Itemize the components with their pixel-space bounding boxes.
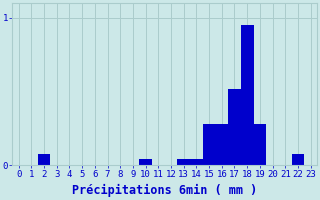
Bar: [253, 124, 266, 165]
Bar: [190, 159, 203, 165]
X-axis label: Précipitations 6min ( mm ): Précipitations 6min ( mm ): [72, 184, 257, 197]
Bar: [177, 159, 190, 165]
Bar: [292, 154, 304, 165]
Bar: [38, 154, 51, 165]
Bar: [241, 25, 253, 165]
Bar: [215, 124, 228, 165]
Bar: [203, 124, 215, 165]
Bar: [139, 159, 152, 165]
Bar: [228, 89, 241, 165]
